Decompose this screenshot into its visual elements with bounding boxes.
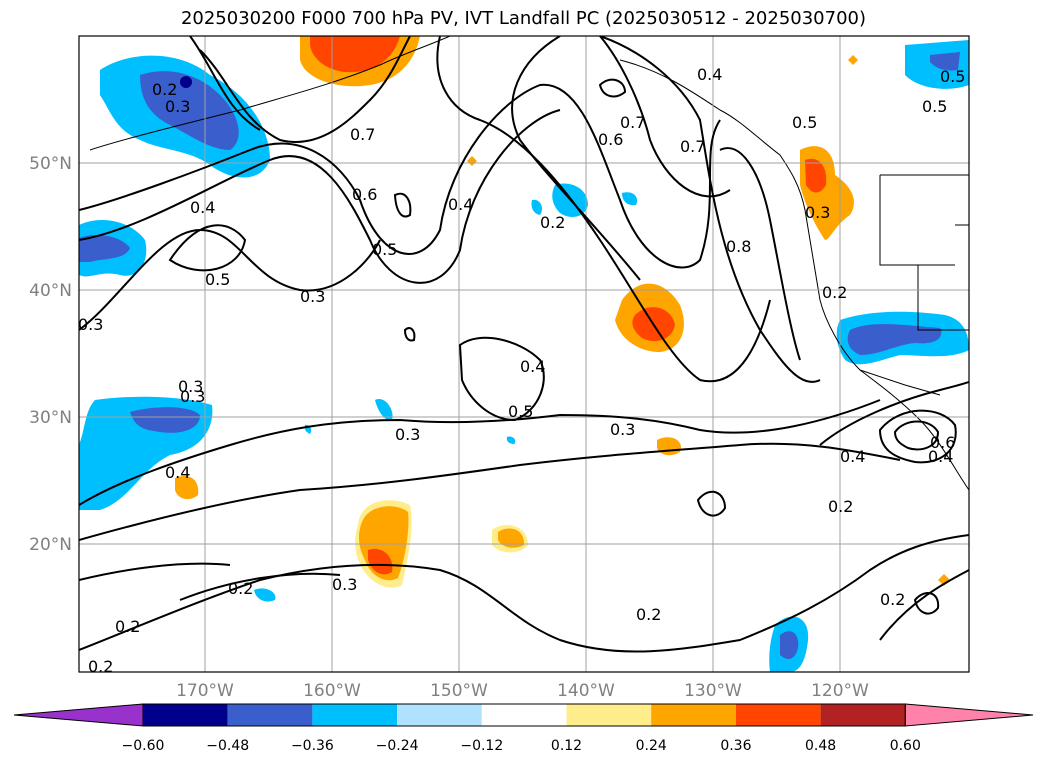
lat-label: 20°N bbox=[29, 535, 72, 555]
contour-label: 0.7 bbox=[620, 113, 645, 132]
contour-label: 0.2 bbox=[540, 213, 565, 232]
lon-label: 130°W bbox=[684, 681, 742, 701]
contour-label: 0.2 bbox=[636, 605, 661, 624]
colorbar-tick-label: 0.48 bbox=[805, 738, 836, 754]
contour-labels: 0.2 0.3 0.4 0.7 0.6 0.5 0.3 0.4 0.5 0.3 … bbox=[78, 65, 965, 676]
colorbar-tick-label: −0.60 bbox=[122, 738, 165, 754]
contour-label: 0.4 bbox=[697, 65, 722, 84]
lon-label: 150°W bbox=[430, 681, 488, 701]
contour-label: 0.2 bbox=[822, 283, 847, 302]
lat-label: 50°N bbox=[29, 154, 72, 174]
colorbar-tick-label: −0.12 bbox=[460, 738, 503, 754]
lon-label: 120°W bbox=[811, 681, 869, 701]
contour-label: 0.6 bbox=[598, 130, 623, 149]
colorbar-segment bbox=[143, 704, 228, 726]
contour-label: 0.2 bbox=[828, 497, 853, 516]
colorbar-tick-label: 0.60 bbox=[890, 738, 921, 754]
gridlines bbox=[79, 36, 969, 672]
map-frame bbox=[78, 35, 970, 673]
contour-label: 0.3 bbox=[610, 420, 635, 439]
colorbar-segment bbox=[397, 704, 482, 726]
lon-label: 170°W bbox=[176, 681, 234, 701]
contour-label: 0.7 bbox=[680, 137, 705, 156]
colorbar-extend-low bbox=[13, 703, 144, 727]
contour-label: 0.7 bbox=[350, 125, 375, 144]
contour-label: 0.3 bbox=[178, 377, 203, 396]
colorbar-segment bbox=[566, 704, 652, 726]
contour-label: 0.4 bbox=[165, 463, 190, 482]
map-title: 2025030200 F000 700 hPa PV, IVT Landfall… bbox=[180, 8, 867, 29]
contour-label: 0.5 bbox=[922, 97, 947, 116]
colorbar-tick-label: −0.48 bbox=[206, 738, 249, 754]
contour-label: 0.3 bbox=[300, 287, 325, 306]
contour-label: 0.3 bbox=[180, 387, 205, 406]
colorbar-tick-label: 0.24 bbox=[636, 738, 667, 754]
contour-label: 0.4 bbox=[928, 447, 953, 466]
colorbar-segment bbox=[227, 704, 313, 726]
contour-label: 0.4 bbox=[190, 198, 215, 217]
contour-label: 0.4 bbox=[840, 447, 865, 466]
longitude-labels: 170°W 160°W 150°W 140°W 130°W 120°W bbox=[176, 681, 869, 701]
pv-contours bbox=[79, 36, 969, 653]
contour-label: 0.5 bbox=[508, 402, 533, 421]
contour-label: 0.2 bbox=[152, 80, 177, 99]
contour-label: 0.2 bbox=[880, 590, 905, 609]
contour-label: 0.3 bbox=[395, 425, 420, 444]
latitude-labels: 50°N 40°N 30°N 20°N bbox=[29, 154, 72, 555]
contour-label: 0.5 bbox=[940, 67, 965, 86]
contour-label: 0.2 bbox=[115, 617, 140, 636]
lat-label: 40°N bbox=[29, 281, 72, 301]
colorbar-outline bbox=[142, 703, 906, 727]
contour-label: 0.8 bbox=[726, 237, 751, 256]
lon-label: 140°W bbox=[557, 681, 615, 701]
lat-label: 30°N bbox=[29, 408, 72, 428]
contour-label: 0.3 bbox=[805, 203, 830, 222]
contour-label: 0.5 bbox=[792, 113, 817, 132]
contour-label: 0.3 bbox=[165, 97, 190, 116]
colorbar-tick-label: −0.24 bbox=[376, 738, 419, 754]
colorbar-tick-label: −0.36 bbox=[291, 738, 334, 754]
contour-label: 0.6 bbox=[930, 433, 955, 452]
contour-label: 0.2 bbox=[88, 657, 113, 676]
colorbar: −0.60 −0.48 −0.36 −0.24 −0.12 0.12 0.24 0.36 0.4… bbox=[13, 703, 1034, 754]
contour-label: 0.2 bbox=[228, 579, 253, 598]
colorbar-extend-high bbox=[904, 703, 1034, 727]
colorbar-segment bbox=[651, 704, 736, 726]
lon-label: 160°W bbox=[303, 681, 361, 701]
contour-label: 0.5 bbox=[372, 240, 397, 259]
contour-label: 0.3 bbox=[332, 575, 357, 594]
contour-label: 0.4 bbox=[448, 195, 473, 214]
colorbar-segment bbox=[312, 704, 398, 726]
colorbar-segment bbox=[481, 704, 567, 726]
contour-label: 0.6 bbox=[352, 185, 377, 204]
colorbar-tick-label: 0.36 bbox=[720, 738, 751, 754]
contour-label: 0.5 bbox=[205, 270, 230, 289]
contour-label: 0.4 bbox=[520, 357, 545, 376]
colorbar-tick-label: 0.12 bbox=[551, 738, 582, 754]
colorbar-segment bbox=[820, 704, 906, 726]
colorbar-segment bbox=[735, 704, 821, 726]
contour-label: 0.3 bbox=[78, 315, 103, 334]
